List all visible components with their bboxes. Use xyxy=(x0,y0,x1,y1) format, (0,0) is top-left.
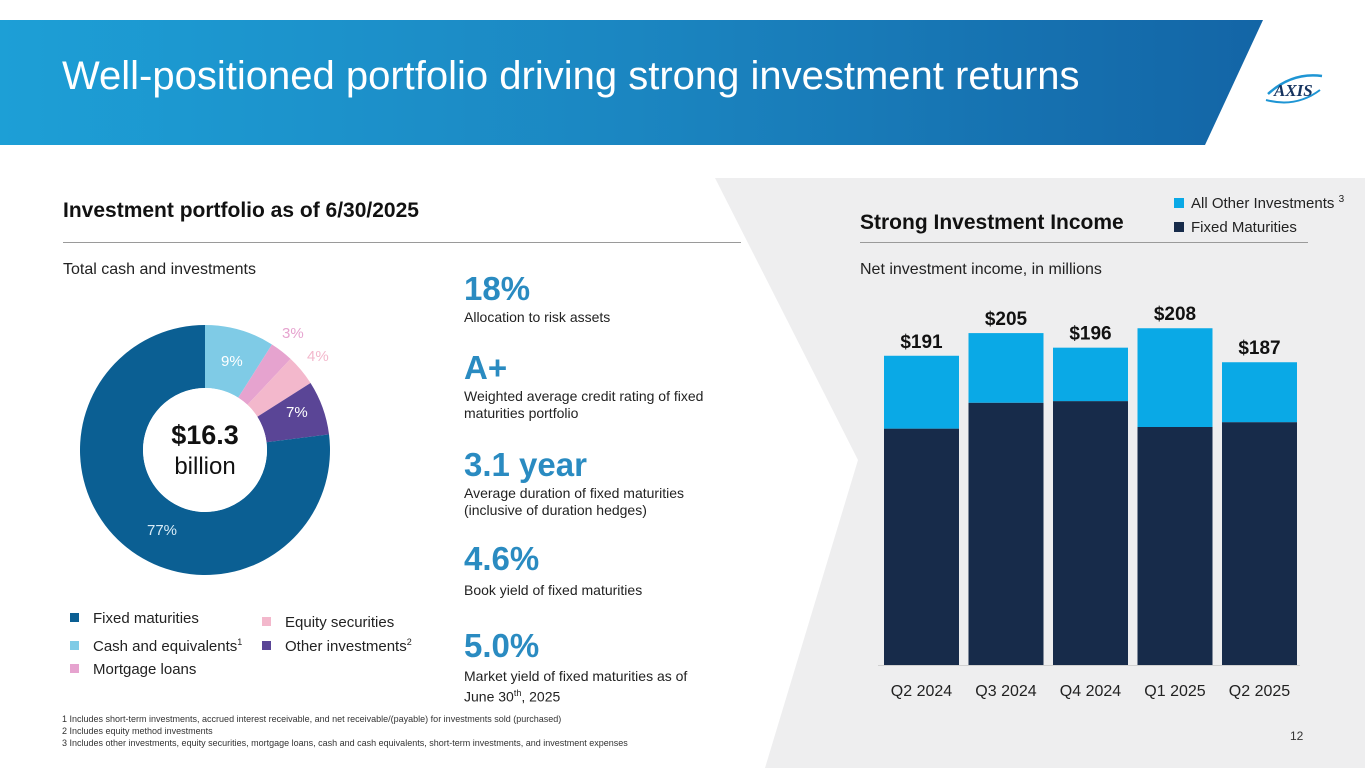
legend-fixed-maturities-bar: Fixed Maturities xyxy=(1174,219,1297,236)
income-heading: Strong Investment Income xyxy=(860,211,1124,234)
logo-text: AXIS xyxy=(1273,81,1313,100)
bar-fixed-maturities xyxy=(1137,427,1213,665)
legend-cash-equivalents: Cash and equivalents1 xyxy=(70,637,242,655)
donut-center-unit: billion xyxy=(174,453,236,480)
portfolio-heading: Investment portfolio as of 6/30/2025 xyxy=(63,199,419,222)
bar-all-other-investments xyxy=(1053,347,1128,402)
legend-equity-securities: Equity securities xyxy=(262,614,394,631)
bar-all-other-investments xyxy=(1137,328,1213,427)
donut-label-equity: 4% xyxy=(307,348,329,365)
legend-swatch xyxy=(70,613,79,622)
investment-income-bar-chart: $191 Q2 2024 $205 Q3 2024 $196 Q4 2024 $208 Q1 … xyxy=(878,304,1300,700)
legend-swatch xyxy=(1174,222,1184,232)
legend-fixed-maturities: Fixed maturities xyxy=(70,610,199,627)
kpi-risk-allocation-value: 18% xyxy=(464,270,531,307)
axis-logo: AXIS xyxy=(1265,74,1323,104)
kpi-market-yield-value: 5.0% xyxy=(464,627,540,664)
x-tick-label: Q2 2024 xyxy=(891,683,952,700)
x-tick-label: Q3 2024 xyxy=(975,683,1036,700)
kpi-desc-text: Market yield of fixed maturities as of J… xyxy=(464,668,688,705)
kpi-risk-allocation-desc: Allocation to risk assets xyxy=(464,309,611,325)
bar-total-label: $205 xyxy=(985,309,1028,330)
donut-slice-cash xyxy=(205,325,272,398)
legend-mortgage-loans: Mortgage loans xyxy=(70,661,196,678)
legend-swatch xyxy=(262,641,271,650)
legend-label: Fixed Maturities xyxy=(1191,219,1297,236)
legend-label: Cash and equivalents xyxy=(93,638,238,655)
legend-label: All Other Investments xyxy=(1191,195,1335,212)
kpi-market-yield-desc: Market yield of fixed maturities as of J… xyxy=(464,668,714,706)
page-title: Well-positioned portfolio driving strong… xyxy=(62,54,1080,98)
legend-label: Mortgage loans xyxy=(93,661,197,678)
bar-all-other-investments xyxy=(1222,362,1297,423)
donut-slice-other-investments xyxy=(257,383,330,443)
bar-total-label: $208 xyxy=(1154,304,1196,325)
bar-fixed-maturities xyxy=(884,428,959,665)
footnote: 2 Includes equity method investments xyxy=(62,726,213,736)
legend-swatch xyxy=(1174,198,1184,208)
portfolio-donut-chart xyxy=(80,325,330,575)
donut-slice-mortgage-loans xyxy=(238,344,291,405)
kpi-desc-sup: th xyxy=(513,688,522,698)
kpi-duration-value: 3.1 year xyxy=(464,446,587,483)
donut-label-fixed: 77% xyxy=(147,522,178,539)
legend-all-other-investments: All Other Investments 3 xyxy=(1174,194,1344,212)
legend-label: Fixed maturities xyxy=(93,610,199,627)
divider xyxy=(63,242,741,243)
kpi-book-yield-value: 4.6% xyxy=(464,540,540,577)
kpi-book-yield-desc: Book yield of fixed maturities xyxy=(464,582,643,598)
page-number: 12 xyxy=(1290,729,1304,743)
donut-slice-fixed-maturities xyxy=(80,325,330,575)
portfolio-subheading: Total cash and investments xyxy=(63,261,256,278)
legend-other-investments: Other investments2 xyxy=(262,637,412,655)
footnote-marker: 1 xyxy=(237,637,243,647)
bar-all-other-investments xyxy=(968,333,1044,403)
donut-center xyxy=(143,388,267,512)
bar-fixed-maturities xyxy=(968,402,1044,665)
x-tick-label: Q2 2025 xyxy=(1229,683,1290,700)
legend-swatch xyxy=(70,664,79,673)
x-tick-label: Q1 2025 xyxy=(1144,683,1205,700)
legend-label: Equity securities xyxy=(285,614,395,631)
footnote: 3 Includes other investments, equity sec… xyxy=(62,738,628,748)
kpi-duration-desc: Average duration of fixed maturities (in… xyxy=(464,485,684,518)
legend-label: Other investments xyxy=(285,638,407,655)
footnote: 1 Includes short-term investments, accru… xyxy=(62,714,562,724)
kpi-credit-rating-value: A+ xyxy=(464,349,508,386)
donut-center-value: $16.3 xyxy=(171,420,239,450)
bar-fixed-maturities xyxy=(1053,401,1128,665)
legend-swatch xyxy=(70,641,79,650)
donut-label-mortgage: 3% xyxy=(282,325,304,342)
banner-shape xyxy=(0,20,1263,145)
footnote-marker: 2 xyxy=(406,637,412,647)
bar-total-label: $187 xyxy=(1238,338,1280,359)
title-banner xyxy=(0,20,1365,145)
bar-fixed-maturities xyxy=(1222,422,1297,665)
bar-total-label: $191 xyxy=(900,332,943,353)
divider xyxy=(860,242,1308,243)
footnote-marker: 3 xyxy=(1338,194,1345,205)
donut-slice-equity-securities xyxy=(247,358,311,417)
footnotes: 1 Includes short-term investments, accru… xyxy=(62,713,628,749)
income-subheading: Net investment income, in millions xyxy=(860,261,1102,278)
kpi-desc-text: , 2025 xyxy=(521,688,561,705)
bar-all-other-investments xyxy=(884,355,959,429)
legend-swatch xyxy=(262,617,271,626)
kpi-credit-rating-desc: Weighted average credit rating of fixed … xyxy=(464,388,704,421)
bar-total-label: $196 xyxy=(1069,324,1111,345)
donut-label-cash: 9% xyxy=(221,353,243,370)
donut-label-other: 7% xyxy=(286,404,308,421)
x-tick-label: Q4 2024 xyxy=(1060,683,1121,700)
